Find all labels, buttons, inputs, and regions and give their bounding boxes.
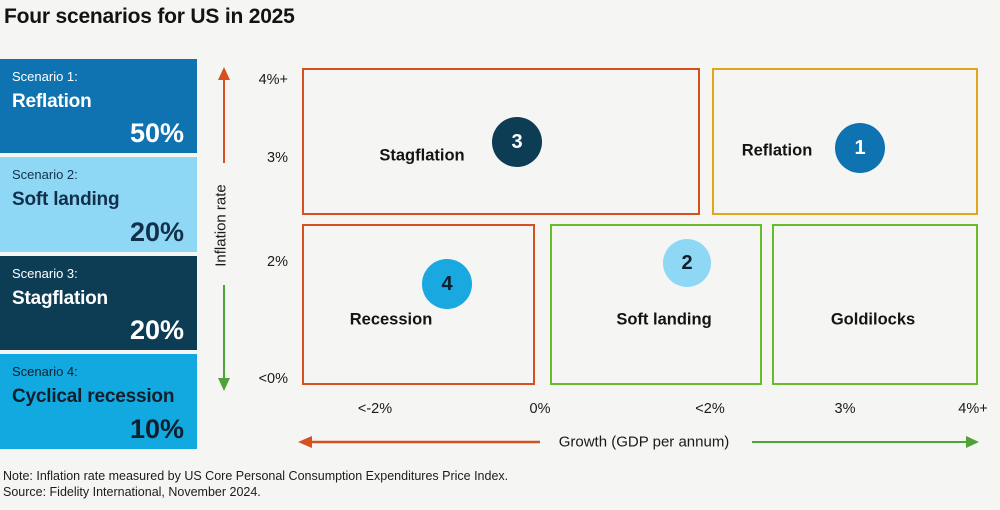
x-tick-4pct-plus: 4%+	[958, 401, 988, 417]
inflation-down-arrow-icon	[218, 285, 230, 391]
scenario-card-label: Scenario 3:	[12, 266, 78, 281]
scenario-card-label: Scenario 2:	[12, 167, 78, 182]
inflation-up-arrow-icon	[218, 67, 230, 163]
x-tick-below-minus2pct: <-2%	[357, 401, 393, 417]
scenario-card-cyclical-recession: Scenario 4: Cyclical recession 10%	[0, 354, 197, 449]
y-axis-title: Inflation rate	[212, 184, 230, 267]
scenario-card-stagflation: Scenario 3: Stagflation 20%	[0, 256, 197, 350]
x-tick-3pct: 3%	[834, 401, 856, 417]
region-box-reflation	[712, 68, 978, 215]
region-box-goldilocks	[772, 224, 978, 385]
scenario-card-soft-landing: Scenario 2: Soft landing 20%	[0, 157, 197, 252]
region-label-reflation: Reflation	[741, 141, 813, 160]
x-tick-below-2pct: <2%	[695, 401, 725, 417]
footnote-note: Note: Inflation rate measured by US Core…	[3, 469, 509, 483]
region-box-recession	[302, 224, 535, 385]
scenario-number-badge-1: 1	[835, 123, 885, 173]
scenario-card-name: Cyclical recession	[12, 386, 175, 407]
region-box-stagflation	[302, 68, 700, 215]
y-tick-3pct: 3%	[267, 150, 288, 166]
x-axis-title: Growth (GDP per annum)	[558, 433, 730, 451]
growth-right-arrow-icon	[752, 436, 979, 448]
scenario-card-probability: 10%	[129, 414, 184, 444]
region-box-soft-landing	[550, 224, 762, 385]
scenario-number-badge-2: 2	[663, 239, 711, 287]
scenario-card-probability: 50%	[129, 118, 184, 148]
scenario-card-probability: 20%	[129, 315, 184, 345]
scenario-card-label: Scenario 4:	[12, 364, 78, 379]
region-label-stagflation: Stagflation	[379, 146, 465, 165]
y-tick-2pct: 2%	[267, 254, 288, 270]
scenario-number-badge-3: 3	[492, 117, 542, 167]
scenario-card-name: Reflation	[12, 91, 92, 112]
scenario-card-name: Stagflation	[12, 288, 108, 309]
scenario-card-probability: 20%	[129, 217, 184, 247]
scenario-card-reflation: Scenario 1: Reflation 50%	[0, 59, 197, 153]
region-label-soft-landing: Soft landing	[616, 310, 712, 329]
x-tick-0pct: 0%	[529, 401, 551, 417]
page-title: Four scenarios for US in 2025	[4, 5, 295, 28]
scenario-card-label: Scenario 1:	[12, 69, 78, 84]
region-label-goldilocks: Goldilocks	[830, 310, 916, 329]
y-tick-4pct-plus: 4%+	[258, 72, 288, 88]
scenario-number-badge-4: 4	[422, 259, 472, 309]
scenario-card-name: Soft landing	[12, 189, 120, 210]
region-label-recession: Recession	[349, 310, 433, 329]
y-tick-below-0pct: <0%	[258, 371, 288, 387]
growth-left-arrow-icon	[298, 436, 540, 448]
footnote-source: Source: Fidelity International, November…	[3, 485, 261, 499]
